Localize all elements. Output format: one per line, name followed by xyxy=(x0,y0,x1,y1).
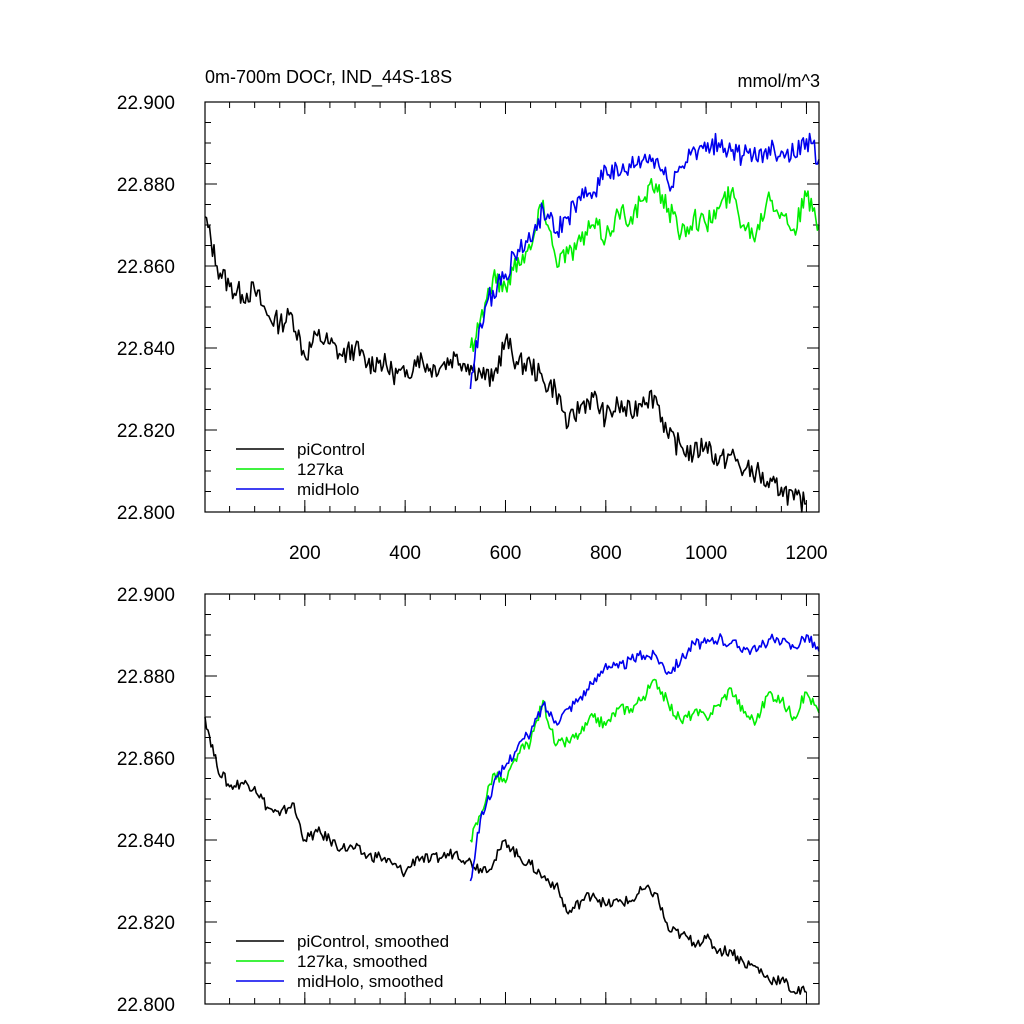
y-tick-label: 22.860 xyxy=(117,749,175,770)
legend-label: midHolo, smoothed xyxy=(297,972,443,991)
x-tick-label: 600 xyxy=(490,543,522,564)
series-line-0 xyxy=(204,216,807,513)
legend-label: 127ka xyxy=(297,460,344,479)
top-panel-title: 0m-700m DOCr, IND_44S-18S xyxy=(205,67,452,88)
x-tick-label: 1200 xyxy=(785,543,827,564)
x-tick-label: 1000 xyxy=(685,543,727,564)
y-tick-label: 22.900 xyxy=(117,585,175,606)
y-tick-label: 22.800 xyxy=(117,995,175,1016)
bottom-panel: 22.800 22.820 22.840 22.860 22.880 22.900 piC… xyxy=(117,585,820,1016)
y-tick-label: 22.840 xyxy=(117,339,175,360)
series-line-0 xyxy=(204,716,807,995)
bottom-panel-frame xyxy=(204,593,820,1005)
y-tick-label: 22.820 xyxy=(117,913,175,934)
legend-label: 127ka, smoothed xyxy=(297,952,427,971)
top-panel-series xyxy=(204,132,820,513)
y-tick-label: 22.820 xyxy=(117,421,175,442)
series-line-1 xyxy=(469,178,820,352)
y-tick-label: 22.860 xyxy=(117,257,175,278)
top-panel-ticks: 22.800 22.820 22.840 22.860 22.880 22.900 200 4… xyxy=(117,93,828,564)
legend-label: midHolo xyxy=(297,480,359,499)
series-line-1 xyxy=(469,678,820,843)
y-tick-label: 22.900 xyxy=(117,93,175,114)
x-tick-label: 800 xyxy=(590,543,622,564)
series-line-2 xyxy=(469,132,820,390)
y-tick-label: 22.880 xyxy=(117,667,175,688)
top-panel: 0m-700m DOCr, IND_44S-18S mmol/m^3 22.80… xyxy=(117,67,828,564)
series-line-2 xyxy=(469,633,820,882)
legend-label: piControl xyxy=(297,440,365,459)
top-panel-frame xyxy=(204,101,820,513)
y-tick-label: 22.800 xyxy=(117,503,175,524)
bottom-panel-series xyxy=(204,633,820,995)
top-panel-units-label: mmol/m^3 xyxy=(738,71,820,91)
x-tick-label: 200 xyxy=(289,543,321,564)
y-tick-label: 22.880 xyxy=(117,175,175,196)
bottom-panel-ticks: 22.800 22.820 22.840 22.860 22.880 22.900 xyxy=(117,585,819,1016)
y-tick-label: 22.840 xyxy=(117,831,175,852)
x-tick-label: 400 xyxy=(389,543,421,564)
legend-label: piControl, smoothed xyxy=(297,932,449,951)
